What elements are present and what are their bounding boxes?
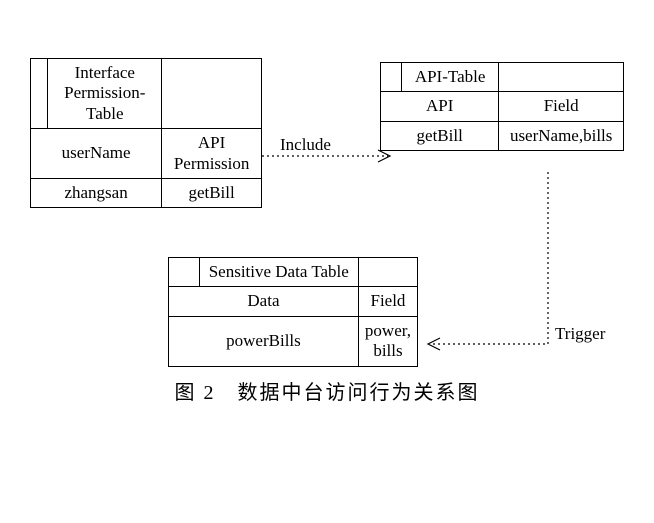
api-cell-0-0-text: getBill: [417, 126, 463, 145]
sensitive-title: Sensitive Data Table: [199, 258, 358, 287]
api-title-stub-r: [499, 63, 624, 92]
sensitive-title-stub-r: [358, 258, 417, 287]
diagram-canvas: Interface Permission-Table userName API …: [0, 0, 654, 523]
include-label-text: Include: [280, 135, 331, 154]
api-table: API-Table API Field getBill userName,bil…: [380, 62, 624, 151]
figure-caption: 图 2 数据中台访问行为关系图: [0, 376, 654, 405]
api-title-text: API-Table: [415, 67, 486, 86]
figure-caption-text: 图 2 数据中台访问行为关系图: [175, 382, 480, 404]
sensitive-col-1-text: Field: [370, 291, 405, 310]
sensitive-title-text: Sensitive Data Table: [209, 262, 349, 281]
sensitive-cell-0-0: powerBills: [169, 316, 359, 366]
trigger-label-text: Trigger: [555, 324, 605, 343]
api-title: API-Table: [401, 63, 498, 92]
api-col-1-text: Field: [544, 96, 579, 115]
api-title-stub: [381, 63, 402, 92]
sensitive-cell-0-0-text: powerBills: [226, 331, 301, 350]
api-col-1: Field: [499, 92, 624, 121]
sensitive-title-stub: [169, 258, 200, 287]
sensitive-col-0-text: Data: [247, 291, 279, 310]
sensitive-cell-0-1: power, bills: [358, 316, 417, 366]
api-col-0-text: API: [426, 96, 453, 115]
permission-cell-0-0-text: zhangsan: [64, 183, 127, 202]
sensitive-table: Sensitive Data Table Data Field powerBil…: [168, 257, 418, 367]
include-label: Include: [280, 135, 331, 155]
permission-cell-0-1-text: getBill: [188, 183, 234, 202]
permission-title-stub-r: [162, 59, 262, 129]
api-cell-0-1: userName,bills: [499, 121, 624, 150]
permission-col-1-text: API Permission: [174, 133, 250, 172]
permission-col-1: API Permission: [162, 129, 262, 179]
permission-table: Interface Permission-Table userName API …: [30, 58, 262, 208]
trigger-arrowhead: [428, 338, 440, 350]
api-cell-0-0: getBill: [381, 121, 499, 150]
permission-title: Interface Permission-Table: [48, 59, 162, 129]
include-arrowhead: [378, 150, 390, 162]
api-col-0: API: [381, 92, 499, 121]
permission-title-text: Interface Permission-Table: [64, 63, 145, 123]
sensitive-cell-0-1-text: power, bills: [365, 321, 411, 360]
api-cell-0-1-text: userName,bills: [510, 126, 612, 145]
permission-cell-0-0: zhangsan: [31, 178, 162, 207]
permission-col-0-text: userName: [62, 143, 131, 162]
permission-title-stub: [31, 59, 48, 129]
sensitive-col-1: Field: [358, 287, 417, 316]
trigger-edge-line: [430, 172, 548, 344]
permission-col-0: userName: [31, 129, 162, 179]
permission-cell-0-1: getBill: [162, 178, 262, 207]
trigger-label: Trigger: [555, 324, 605, 344]
sensitive-col-0: Data: [169, 287, 359, 316]
